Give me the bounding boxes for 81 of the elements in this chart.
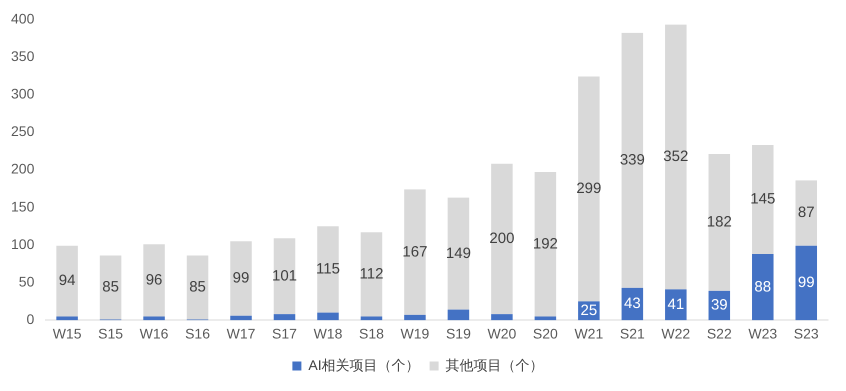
bar (317, 226, 339, 313)
x-tick-label: W19 (400, 325, 430, 342)
data-label: 200 (489, 230, 514, 248)
data-label: 145 (750, 190, 776, 208)
x-tick-label: W23 (748, 325, 778, 342)
x-tick-label: S16 (185, 325, 210, 342)
data-label: 85 (189, 278, 206, 296)
data-label: 41 (667, 296, 684, 313)
legend-label: 其他项目（个） (446, 356, 544, 373)
x-tick-label: S20 (532, 325, 558, 342)
x-tick-label: S18 (359, 325, 384, 342)
data-label: 87 (798, 204, 815, 222)
bar (360, 316, 382, 320)
data-label: 101 (272, 267, 298, 284)
x-tick-label: W20 (488, 325, 516, 342)
x-tick-label: W21 (574, 325, 604, 342)
data-label: 96 (146, 271, 162, 288)
bar (404, 189, 426, 315)
y-tick-label: 0 (26, 311, 35, 328)
data-label: 352 (663, 148, 688, 166)
data-label: 149 (446, 244, 471, 262)
bar (230, 241, 252, 316)
bar (622, 32, 644, 288)
x-tick-label: W15 (52, 325, 82, 342)
y-tick-label: 400 (11, 10, 35, 26)
bar (230, 316, 252, 320)
data-label: 94 (58, 272, 76, 290)
bar (708, 154, 730, 291)
data-label: 112 (360, 265, 384, 282)
data-label: 182 (706, 214, 732, 231)
bar (274, 238, 296, 314)
y-tick-label: 300 (11, 85, 35, 102)
bar (491, 164, 513, 314)
bar (143, 316, 165, 320)
data-label: 25 (580, 302, 598, 319)
y-tick-label: 100 (11, 236, 35, 252)
bar (534, 316, 556, 320)
bar (143, 244, 165, 316)
bar (404, 314, 426, 320)
data-label: 99 (798, 274, 815, 292)
bar (752, 144, 774, 254)
y-tick-label: 200 (11, 160, 35, 177)
x-tick-label: S23 (794, 325, 819, 342)
bar (796, 246, 818, 320)
bar (56, 316, 78, 320)
x-tick-label: S22 (706, 325, 732, 342)
data-label: 115 (316, 260, 340, 278)
data-label: 192 (532, 235, 558, 252)
x-tick-label: W22 (661, 325, 690, 342)
x-tick-label: S17 (272, 325, 298, 342)
data-label: 85 (102, 278, 119, 296)
y-tick-label: 250 (11, 123, 35, 140)
data-label: 39 (710, 296, 728, 314)
data-label: 99 (232, 270, 250, 287)
bar (534, 172, 556, 316)
bar (491, 314, 513, 320)
x-tick-label: W18 (314, 325, 343, 342)
bar (56, 246, 78, 316)
legend-label: AI相关项目（个） (308, 356, 420, 373)
bar (752, 254, 774, 320)
x-tick-label: S15 (98, 325, 124, 342)
data-label: 167 (402, 243, 428, 260)
bar (448, 310, 470, 320)
bar (274, 314, 296, 320)
y-tick-label: 350 (11, 48, 35, 64)
x-tick-label: S21 (620, 325, 646, 342)
y-tick-label: 150 (11, 198, 35, 214)
y-tick-label: 50 (18, 273, 35, 290)
x-tick-label: S19 (446, 325, 472, 342)
bar (796, 180, 818, 246)
x-tick-label: W16 (140, 325, 169, 342)
bar (578, 76, 600, 302)
bar (360, 232, 382, 316)
bar (448, 198, 470, 310)
data-label: 339 (620, 152, 645, 169)
bar (665, 24, 687, 290)
data-label: 299 (576, 180, 602, 198)
data-label: 43 (624, 295, 641, 312)
x-tick-label: W17 (226, 325, 256, 342)
data-label: 88 (754, 278, 772, 296)
bar (317, 312, 339, 320)
